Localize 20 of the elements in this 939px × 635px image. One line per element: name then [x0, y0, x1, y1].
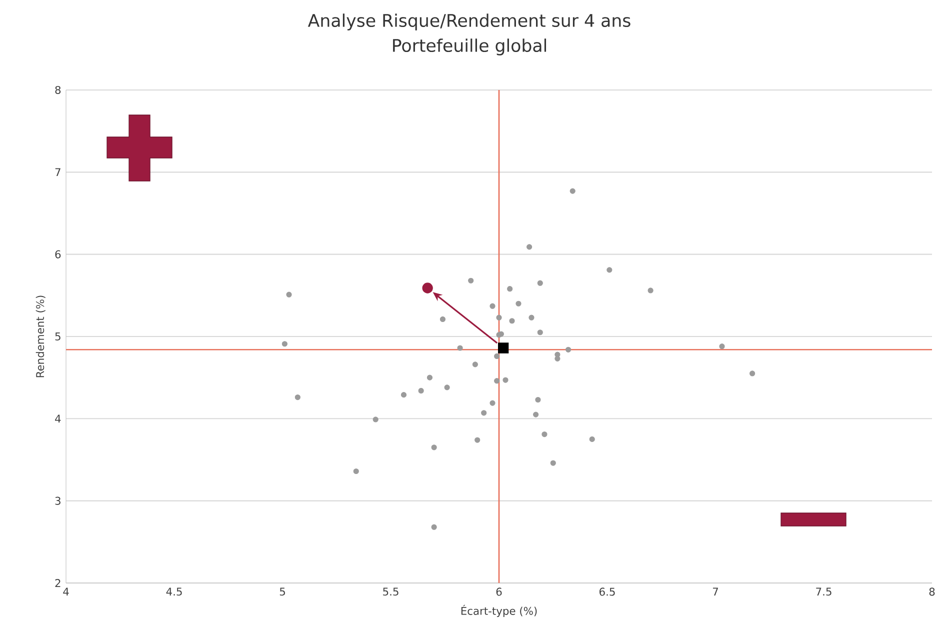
x-tick-label: 5	[280, 588, 285, 596]
x-tick-label: 4.5	[166, 588, 182, 596]
y-tick-label: 6	[55, 250, 61, 258]
y-tick-label: 4	[55, 414, 61, 423]
y-tick-label: 3	[55, 496, 60, 505]
y-axis-title: Rendement (%)	[36, 296, 46, 378]
x-tick-label: 7.5	[816, 588, 832, 596]
x-tick-label: 6	[496, 588, 502, 596]
x-tick-label: 8	[929, 588, 935, 596]
chart-title: Analyse Risque/Rendement sur 4 ans	[308, 14, 630, 30]
y-tick-label: 2	[55, 579, 60, 587]
x-tick-label: 7	[712, 588, 718, 596]
x-tick-label: 4	[63, 588, 69, 596]
x-axis-title: Écart-type (%)	[461, 604, 537, 618]
chart-subtitle: Portefeuille global	[393, 38, 546, 56]
y-tick-label: 8	[55, 86, 61, 94]
x-tick-label: 5.5	[383, 588, 398, 596]
x-tick-label: 6.5	[600, 588, 615, 596]
y-tick-label: 5	[55, 332, 60, 340]
y-tick-label: 7	[55, 168, 60, 176]
